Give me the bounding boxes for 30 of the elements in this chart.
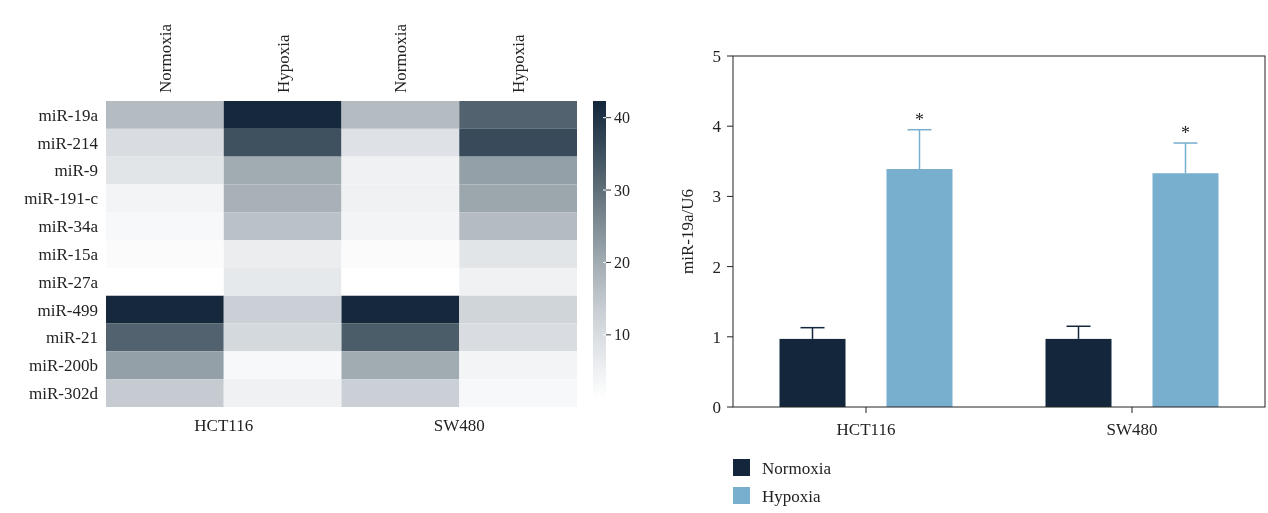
y-tick-label: miR-34a: [38, 217, 99, 237]
x-tick-label: Normoxia: [155, 23, 175, 93]
y-tick-label: 3: [712, 187, 721, 207]
y-tick-label: miR-21: [46, 328, 98, 348]
y-tick-label: miR-19a: [38, 105, 99, 125]
y-axis-title: miR-19a/U6: [678, 189, 697, 274]
y-tick-label: 4: [712, 117, 722, 137]
x-tick-label: Normoxia: [391, 23, 411, 93]
legend-label: Hypoxia: [762, 486, 821, 506]
y-tick-label: miR-191-c: [24, 189, 99, 209]
y-tick-label: 5: [712, 46, 721, 66]
y-tick-label: miR-214: [37, 133, 99, 153]
y-tick-label: miR-302d: [29, 384, 99, 404]
y-tick-label: 0: [712, 397, 721, 417]
y-tick-label: 1: [712, 327, 721, 347]
color-bar-label: 30: [614, 181, 630, 199]
color-bar-label: 20: [614, 254, 630, 272]
annotation: *: [915, 109, 924, 130]
x-tick-label: Hypoxia: [509, 34, 529, 93]
x-tick-label: Hypoxia: [273, 34, 293, 93]
legend-label: Normoxia: [762, 458, 832, 478]
y-tick-label: miR-15a: [38, 244, 99, 264]
y-tick-label: miR-9: [54, 161, 98, 181]
y-tick-label: miR-499: [37, 300, 98, 320]
annotation: *: [1181, 123, 1190, 144]
color-bar-label: 40: [614, 109, 630, 127]
y-tick-label: 2: [712, 257, 721, 277]
color-bar-label: 10: [614, 326, 630, 344]
y-tick-label: miR-27a: [38, 272, 99, 292]
y-tick-label: miR-200b: [29, 356, 98, 376]
